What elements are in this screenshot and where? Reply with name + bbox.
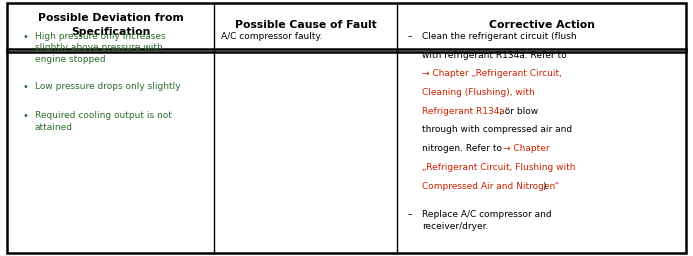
Text: ; or blow: ; or blow (499, 107, 538, 116)
Text: •: • (22, 82, 28, 92)
Text: •: • (22, 111, 28, 121)
Text: Cleaning (Flushing), with: Cleaning (Flushing), with (421, 88, 534, 97)
Text: –: – (407, 210, 412, 219)
Text: Corrective Action: Corrective Action (489, 20, 595, 30)
Text: •: • (22, 32, 28, 42)
Text: Clean the refrigerant circuit (flush: Clean the refrigerant circuit (flush (421, 32, 577, 41)
Text: Low pressure drops only slightly: Low pressure drops only slightly (35, 82, 180, 91)
Text: –: – (407, 32, 412, 41)
Text: High pressure only increases
slightly above pressure with
engine stopped: High pressure only increases slightly ab… (35, 32, 165, 64)
Text: through with compressed air and: through with compressed air and (421, 125, 572, 134)
Text: → Chapter „Refrigerant Circuit,: → Chapter „Refrigerant Circuit, (421, 69, 561, 78)
Text: ).: ). (542, 182, 548, 190)
Text: Possible Cause of Fault: Possible Cause of Fault (235, 20, 376, 30)
Text: with refrigerant R134a. Refer to: with refrigerant R134a. Refer to (421, 51, 566, 60)
Text: „Refrigerant Circuit, Flushing with: „Refrigerant Circuit, Flushing with (421, 163, 575, 172)
Text: → Chapter: → Chapter (503, 144, 550, 153)
Text: A/C compressor faulty.: A/C compressor faulty. (221, 32, 322, 41)
Text: nitrogen. Refer to: nitrogen. Refer to (421, 144, 505, 153)
Text: Required cooling output is not
attained: Required cooling output is not attained (35, 111, 172, 132)
Text: Possible Deviation from
Specification: Possible Deviation from Specification (37, 13, 184, 37)
Text: Replace A/C compressor and
receiver/dryer.: Replace A/C compressor and receiver/drye… (421, 210, 552, 231)
Text: Compressed Air and Nitrogen“: Compressed Air and Nitrogen“ (421, 182, 559, 190)
Text: Refrigerant R134a“: Refrigerant R134a“ (421, 107, 509, 116)
